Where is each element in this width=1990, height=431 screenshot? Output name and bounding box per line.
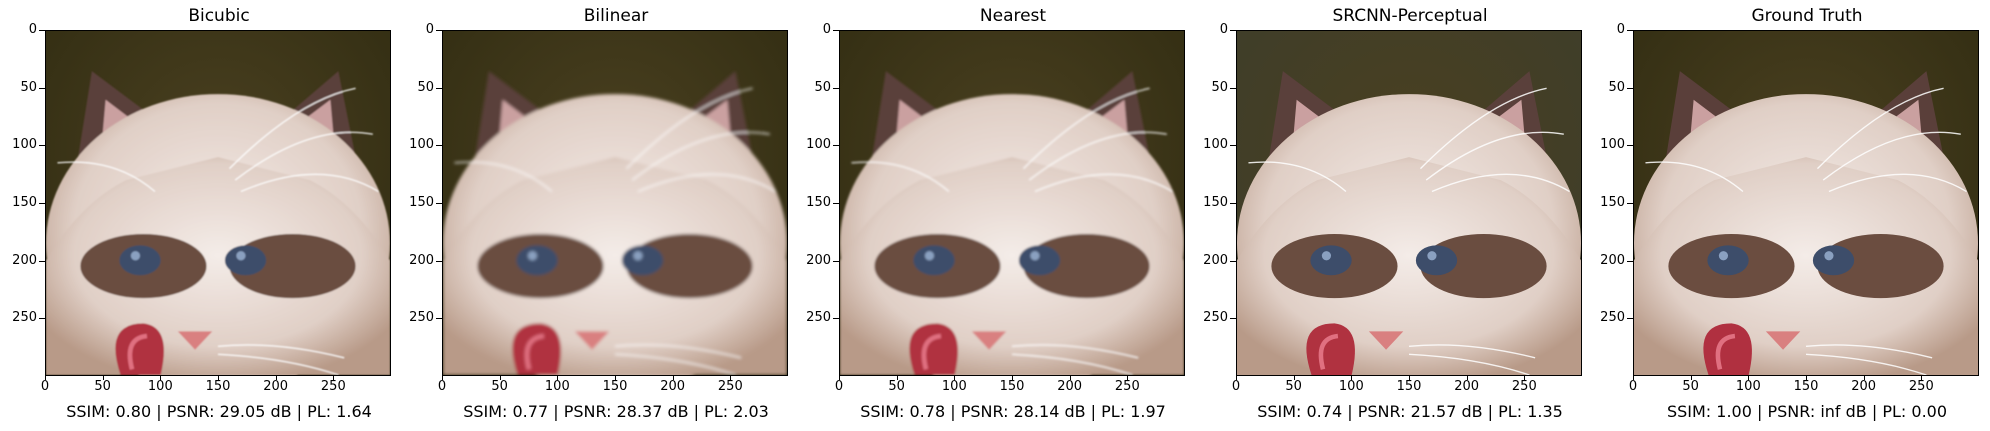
y-tick-label: 150 — [794, 196, 839, 210]
image-frame — [1633, 30, 1979, 376]
image-panel-1: Bicubic — [0, 0, 400, 431]
panel-title: Bilinear — [583, 6, 649, 26]
y-tick-label: 150 — [1191, 196, 1236, 210]
panel-title: Nearest — [979, 6, 1047, 26]
y-tick-label: 200 — [1191, 253, 1236, 268]
x-tick-label: 100 — [1331, 375, 1371, 394]
metric-text: SSIM: 0.80 | PSNR: 29.05 dB | PL: 1.64 — [66, 402, 372, 421]
x-tick-label: 0 — [1216, 375, 1256, 394]
y-tick-label: 0 — [0, 23, 45, 37]
x-tick-label: 250 — [313, 375, 353, 394]
x-tick-label: 250 — [1901, 375, 1941, 394]
image-panel-4: SRCNN-Perceptual — [1191, 0, 1591, 431]
image-frame — [45, 30, 391, 376]
y-tick-label: 250 — [1588, 311, 1633, 325]
y-tick-label: 250 — [0, 311, 45, 325]
y-tick-label: 250 — [1191, 311, 1236, 325]
x-tick-label: 200 — [653, 375, 693, 394]
x-tick-label: 150 — [595, 375, 635, 394]
y-tick-label: 200 — [794, 253, 839, 268]
x-tick-label: 100 — [1728, 375, 1768, 394]
x-tick-label: 50 — [1671, 375, 1711, 394]
x-tick-label: 150 — [198, 375, 238, 394]
y-tick-label: 150 — [1588, 196, 1633, 210]
y-tick-label: 250 — [794, 311, 839, 325]
x-tick-label: 0 — [25, 375, 65, 394]
x-tick-label: 50 — [83, 375, 123, 394]
x-tick-label: 0 — [422, 375, 462, 394]
x-tick-label: 100 — [537, 375, 577, 394]
y-tick-label: 150 — [397, 196, 442, 210]
x-tick-label: 100 — [934, 375, 974, 394]
y-tick-label: 50 — [0, 80, 45, 95]
x-tick-label: 250 — [710, 375, 750, 394]
x-tick-label: 250 — [1504, 375, 1544, 394]
y-tick-label: 100 — [0, 138, 45, 152]
y-tick-label: 100 — [1588, 138, 1633, 152]
x-tick-label: 150 — [992, 375, 1032, 394]
cat-image — [46, 31, 390, 375]
x-tick-label: 200 — [256, 375, 296, 394]
y-tick-label: 100 — [1191, 138, 1236, 152]
x-tick-label: 0 — [1613, 375, 1653, 394]
y-tick-label: 100 — [397, 138, 442, 152]
y-tick-label: 50 — [1588, 80, 1633, 95]
y-tick-label: 0 — [794, 23, 839, 37]
x-tick-label: 150 — [1389, 375, 1429, 394]
x-tick-label: 250 — [1107, 375, 1147, 394]
cat-image — [840, 31, 1184, 375]
x-tick-label: 50 — [1274, 375, 1314, 394]
panel-title: SRCNN-Perceptual — [1332, 6, 1488, 26]
x-tick-label: 200 — [1447, 375, 1487, 394]
panel-title: Ground Truth — [1751, 6, 1863, 26]
x-tick-label: 50 — [480, 375, 520, 394]
image-frame — [839, 30, 1185, 376]
y-tick-label: 0 — [1588, 23, 1633, 37]
y-tick-label: 0 — [1191, 23, 1236, 37]
y-tick-label: 200 — [0, 253, 45, 268]
x-tick-label: 150 — [1786, 375, 1826, 394]
x-tick-label: 200 — [1050, 375, 1090, 394]
metric-text: SSIM: 0.78 | PSNR: 28.14 dB | PL: 1.97 — [860, 402, 1166, 421]
image-frame — [442, 30, 788, 376]
metric-text: SSIM: 1.00 | PSNR: inf dB | PL: 0.00 — [1666, 402, 1948, 421]
metric-text: SSIM: 0.74 | PSNR: 21.57 dB | PL: 1.35 — [1257, 402, 1563, 421]
image-frame — [1236, 30, 1582, 376]
metric-text: SSIM: 0.77 | PSNR: 28.37 dB | PL: 2.03 — [463, 402, 769, 421]
x-tick-label: 200 — [1844, 375, 1884, 394]
y-tick-label: 50 — [1191, 80, 1236, 95]
y-tick-label: 200 — [397, 253, 442, 268]
image-panel-2: Bilinear — [397, 0, 797, 431]
y-tick-label: 250 — [397, 311, 442, 325]
image-panel-5: Ground Truth — [1588, 0, 1988, 431]
y-tick-label: 50 — [794, 80, 839, 95]
y-tick-label: 100 — [794, 138, 839, 152]
y-tick-label: 150 — [0, 196, 45, 210]
y-tick-label: 0 — [397, 23, 442, 37]
panel-title: Bicubic — [188, 6, 250, 26]
y-tick-label: 50 — [397, 80, 442, 95]
x-tick-label: 50 — [877, 375, 917, 394]
x-tick-label: 100 — [140, 375, 180, 394]
x-tick-label: 0 — [819, 375, 859, 394]
cat-image — [443, 31, 787, 375]
cat-image — [1634, 31, 1978, 375]
cat-image — [1237, 31, 1581, 375]
y-tick-label: 200 — [1588, 253, 1633, 268]
image-panel-3: Nearest — [794, 0, 1194, 431]
